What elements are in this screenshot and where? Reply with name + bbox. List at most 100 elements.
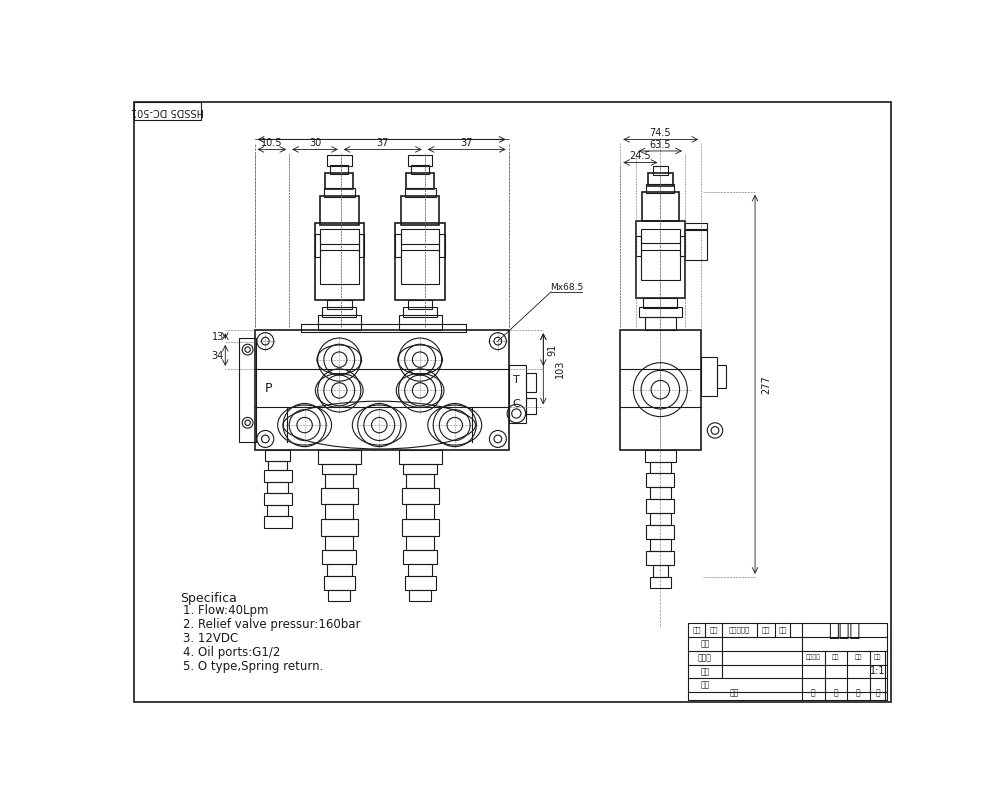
Bar (653, 565, 668, 577)
Bar (641, 250, 680, 279)
Bar (395, 234, 401, 257)
Text: 37: 37 (377, 139, 389, 148)
Bar (646, 473, 674, 486)
Bar (701, 357, 717, 396)
Bar (264, 516, 292, 529)
Bar (406, 474, 434, 488)
Bar (325, 536, 353, 550)
Text: 30: 30 (309, 139, 321, 148)
Text: 标记: 标记 (692, 626, 701, 633)
Bar (408, 564, 432, 576)
Bar (650, 486, 671, 499)
Bar (267, 505, 288, 516)
Text: Mx68.5: Mx68.5 (550, 283, 583, 292)
Bar (648, 174, 673, 185)
Text: 处数: 处数 (709, 626, 718, 633)
Bar (439, 234, 445, 257)
Bar (318, 315, 361, 330)
Text: 张: 张 (875, 689, 880, 697)
Text: T: T (513, 376, 520, 385)
Bar (680, 236, 685, 256)
Bar (315, 234, 320, 257)
Bar (526, 398, 536, 414)
Text: 比例: 比例 (874, 655, 881, 661)
Bar (395, 223, 445, 299)
Text: 第: 第 (856, 689, 861, 697)
Text: Specifica: Specifica (180, 592, 237, 605)
Bar (402, 488, 439, 504)
Bar (646, 552, 674, 565)
Bar (636, 221, 685, 298)
Bar (411, 165, 429, 174)
Bar (321, 488, 358, 504)
Text: 审核: 审核 (700, 667, 710, 676)
Text: 1. Flow:40Lpm: 1. Flow:40Lpm (183, 604, 268, 618)
Bar (322, 463, 356, 474)
Text: 10.5: 10.5 (261, 139, 283, 148)
Bar (403, 550, 437, 564)
Bar (320, 249, 358, 284)
Bar (645, 317, 676, 330)
Bar (358, 234, 364, 257)
Bar (685, 228, 707, 259)
Text: 设计: 设计 (700, 639, 710, 648)
Text: 批准: 批准 (700, 681, 710, 690)
Bar (653, 166, 668, 175)
Text: 4. Oil ports:G1/2: 4. Oil ports:G1/2 (183, 646, 280, 659)
Bar (330, 165, 348, 174)
Text: 资源标记: 资源标记 (806, 655, 821, 661)
Bar (650, 513, 671, 525)
Text: 比例: 比例 (854, 655, 862, 661)
Bar (645, 450, 676, 462)
Text: P: P (265, 381, 272, 395)
Bar (650, 462, 671, 473)
Text: 103: 103 (555, 360, 565, 378)
Bar (641, 228, 680, 243)
Text: 1:1: 1:1 (870, 666, 885, 677)
Bar (134, 102, 201, 120)
Bar (402, 519, 439, 536)
Bar (646, 499, 674, 513)
Bar (315, 223, 364, 299)
Bar (301, 324, 466, 332)
Bar (324, 188, 355, 197)
Bar (650, 539, 671, 552)
Text: 张: 张 (834, 689, 838, 697)
Text: 277: 277 (762, 375, 772, 394)
Bar (685, 223, 707, 230)
Bar (268, 461, 287, 470)
Bar (408, 299, 432, 309)
Bar (401, 249, 439, 284)
Bar (509, 365, 526, 423)
Bar (405, 188, 436, 197)
Bar (239, 338, 256, 442)
Text: 2. Relief valve pressur:160bar: 2. Relief valve pressur:160bar (183, 618, 360, 631)
Bar (325, 474, 353, 488)
Text: 质量: 质量 (832, 655, 840, 661)
Bar (320, 228, 358, 244)
Bar (325, 173, 353, 189)
Text: 日期: 日期 (779, 626, 787, 633)
Text: 13: 13 (211, 331, 224, 341)
Bar (324, 576, 355, 590)
Bar (639, 307, 682, 318)
Bar (321, 519, 358, 536)
Bar (327, 154, 352, 166)
Bar (406, 536, 434, 550)
Text: 63.5: 63.5 (650, 140, 671, 150)
Text: 共: 共 (810, 689, 815, 697)
Text: 3. 12VDC: 3. 12VDC (183, 632, 238, 646)
Bar (328, 590, 350, 602)
Bar (403, 463, 437, 474)
Text: 24.5: 24.5 (630, 151, 651, 162)
Bar (327, 299, 352, 309)
Bar (327, 564, 352, 576)
Text: 单位: 单位 (730, 689, 739, 697)
Bar (688, 623, 887, 700)
Bar (403, 307, 437, 317)
Bar (264, 493, 292, 505)
Bar (322, 550, 356, 564)
Bar (406, 504, 434, 519)
Bar (526, 373, 536, 392)
Bar (650, 577, 671, 587)
